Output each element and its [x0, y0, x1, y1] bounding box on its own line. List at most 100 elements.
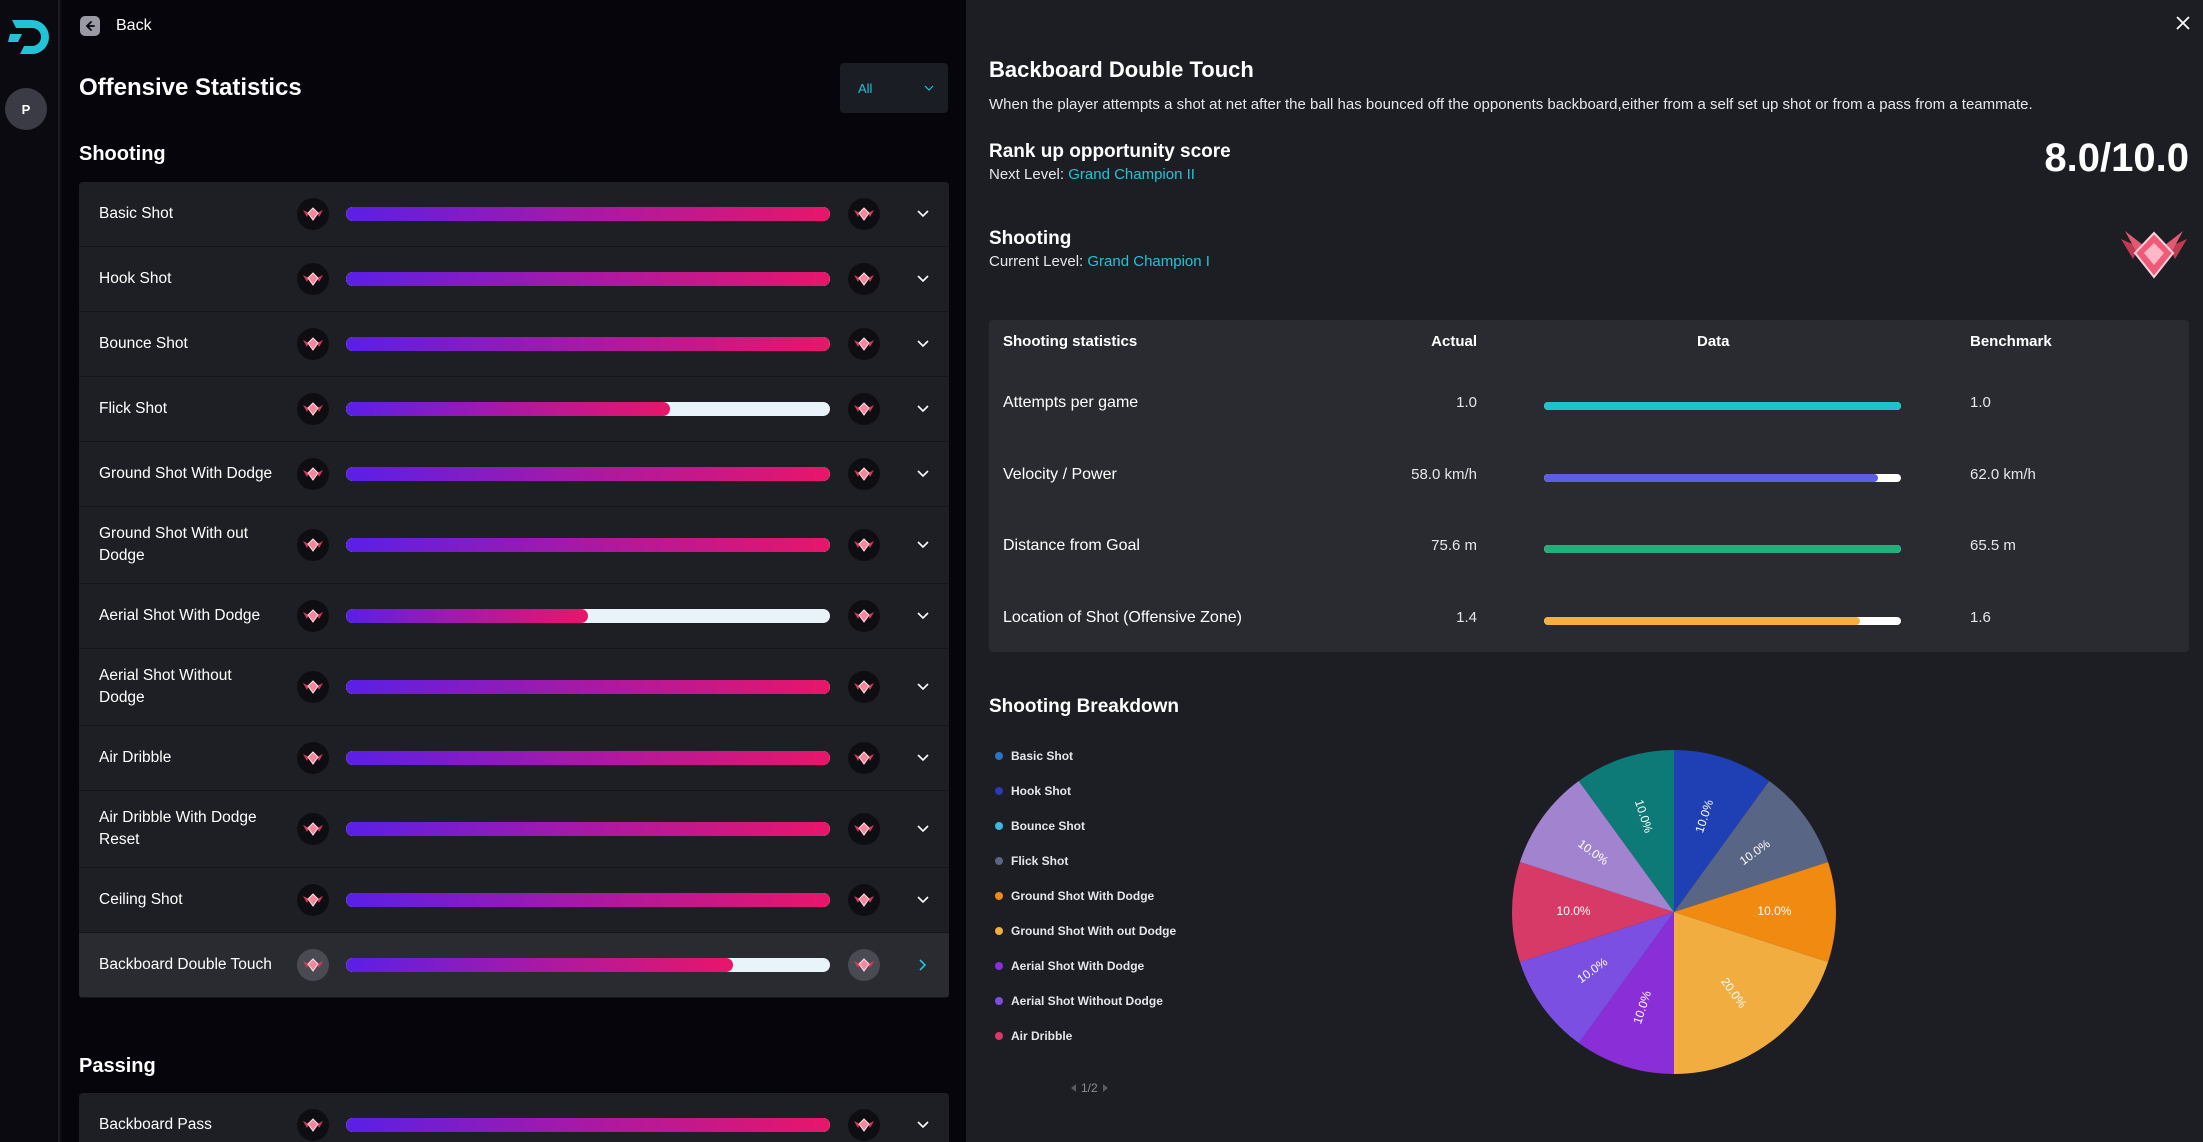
progress-bar	[346, 207, 830, 221]
current-rank-icon	[297, 671, 329, 703]
stat-label: Ground Shot With out Dodge	[99, 525, 249, 564]
legend-pager[interactable]: 1/2	[1071, 1081, 1108, 1095]
legend-item[interactable]: Bounce Shot	[995, 808, 1176, 843]
chevron-down-icon[interactable]	[915, 401, 931, 417]
stat-row[interactable]: Backboard Pass	[79, 1093, 949, 1142]
chevron-right-icon[interactable]	[1102, 1084, 1108, 1092]
stat-row[interactable]: Basic Shot	[79, 182, 949, 247]
stat-actual: 58.0 km/h	[1411, 465, 1477, 483]
chevron-down-icon[interactable]	[915, 336, 931, 352]
progress-bar	[346, 822, 830, 836]
chevron-down-icon[interactable]	[915, 750, 931, 766]
chevron-down-icon[interactable]	[915, 1117, 931, 1133]
current-rank-icon	[297, 600, 329, 632]
progress-fill	[346, 822, 830, 836]
pie-slice[interactable]	[1519, 780, 1674, 912]
passing-list: Backboard Pass	[79, 1093, 949, 1142]
stat-row[interactable]: Bounce Shot	[79, 312, 949, 377]
stats-row: Velocity / Power 58.0 km/h 62.0 km/h	[989, 456, 2189, 496]
stat-row[interactable]: Ground Shot With Dodge	[79, 442, 949, 507]
next-level-label: Next Level:	[989, 166, 1069, 183]
chevron-down-icon[interactable]	[915, 821, 931, 837]
category-title: Shooting	[989, 228, 1072, 249]
stat-row[interactable]: Air Dribble With Dodge Reset	[79, 791, 949, 868]
filter-select[interactable]: All	[840, 63, 948, 113]
progress-fill	[346, 467, 830, 481]
chevron-down-icon[interactable]	[915, 608, 931, 624]
stat-bar-fill	[1544, 473, 1878, 482]
legend-item[interactable]: Air Dribble	[995, 1019, 1176, 1054]
legend-label: Basic Shot	[1011, 748, 1074, 763]
stat-name: Velocity / Power	[1003, 465, 1117, 483]
avatar[interactable]: P	[5, 88, 47, 130]
legend-item[interactable]: Hook Shot	[995, 773, 1176, 808]
next-rank-icon	[848, 884, 880, 916]
back-button[interactable]: Back	[80, 16, 152, 36]
legend-dot	[995, 891, 1003, 900]
legend-label: Ground Shot With out Dodge	[1011, 924, 1177, 939]
progress-fill	[346, 680, 830, 694]
chevron-down-icon[interactable]	[915, 679, 931, 695]
legend-label: Aerial Shot With Dodge	[1011, 959, 1145, 974]
stat-actual: 1.0	[1456, 394, 1477, 411]
stat-bar-fill	[1544, 545, 1901, 553]
progress-bar	[346, 337, 830, 351]
legend-dot	[995, 962, 1003, 971]
pie-slice[interactable]	[1578, 912, 1674, 1074]
pie-slice[interactable]	[1512, 861, 1674, 963]
next-rank-icon	[848, 1109, 880, 1141]
stat-row[interactable]: Air Dribble	[79, 726, 949, 791]
legend-item[interactable]: Flick Shot	[995, 843, 1176, 878]
stat-row[interactable]: Hook Shot	[79, 247, 949, 312]
legend-item[interactable]: Aerial Shot Without Dodge	[995, 984, 1176, 1019]
progress-bar	[346, 467, 830, 481]
chevron-left-icon[interactable]	[1071, 1084, 1077, 1092]
legend-item[interactable]: Basic Shot	[995, 738, 1176, 773]
stat-label: Backboard Double Touch	[99, 956, 272, 973]
current-rank-icon	[297, 458, 329, 490]
legend-label: Aerial Shot Without Dodge	[1011, 994, 1163, 1009]
legend-item[interactable]: Ground Shot With out Dodge	[995, 913, 1176, 948]
pie-slice[interactable]	[1674, 780, 1829, 912]
col-header-data: Data	[1697, 333, 1730, 350]
current-rank-icon	[297, 1109, 329, 1141]
arrow-left-icon	[80, 16, 100, 36]
legend-item[interactable]: Aerial Shot With Dodge	[995, 949, 1176, 984]
progress-bar	[346, 402, 830, 416]
chevron-down-icon[interactable]	[915, 537, 931, 553]
chevron-down-icon[interactable]	[915, 206, 931, 222]
next-rank-icon	[848, 813, 880, 845]
close-button[interactable]	[2172, 12, 2194, 34]
current-rank-icon	[297, 742, 329, 774]
nav-rail: P	[0, 0, 60, 1142]
stat-row[interactable]: Ground Shot With out Dodge	[79, 507, 949, 584]
stat-label: Bounce Shot	[99, 335, 188, 352]
pie-slice[interactable]	[1674, 861, 1836, 963]
stat-row[interactable]: Flick Shot	[79, 377, 949, 442]
chevron-down-icon[interactable]	[915, 271, 931, 287]
stat-row[interactable]: Aerial Shot Without Dodge	[79, 649, 949, 726]
legend-item[interactable]: Ground Shot With Dodge	[995, 878, 1176, 913]
chevron-right-icon[interactable]	[915, 957, 931, 973]
col-header-actual: Actual	[1431, 333, 1477, 350]
pie-slice[interactable]	[1519, 912, 1674, 1044]
legend-dot	[995, 821, 1003, 830]
stat-row[interactable]: Ceiling Shot	[79, 868, 949, 933]
current-level: Current Level: Grand Champion I	[989, 253, 1210, 270]
chevron-down-icon[interactable]	[915, 466, 931, 482]
next-level-value: Grand Champion II	[1068, 166, 1195, 183]
detail-title: Backboard Double Touch	[989, 57, 1254, 82]
next-rank-icon	[848, 198, 880, 230]
progress-bar	[346, 1118, 830, 1132]
stat-actual: 1.4	[1456, 608, 1477, 626]
stat-row[interactable]: Aerial Shot With Dodge	[79, 584, 949, 649]
pie-slice[interactable]	[1674, 750, 1770, 912]
brand-logo-icon[interactable]	[6, 14, 52, 60]
chevron-down-icon[interactable]	[915, 892, 931, 908]
legend-dot	[995, 856, 1003, 865]
stat-row[interactable]: Backboard Double Touch	[79, 933, 949, 998]
pie-slice[interactable]	[1578, 750, 1674, 912]
progress-bar	[346, 751, 830, 765]
pie-slice[interactable]	[1674, 912, 1829, 1074]
